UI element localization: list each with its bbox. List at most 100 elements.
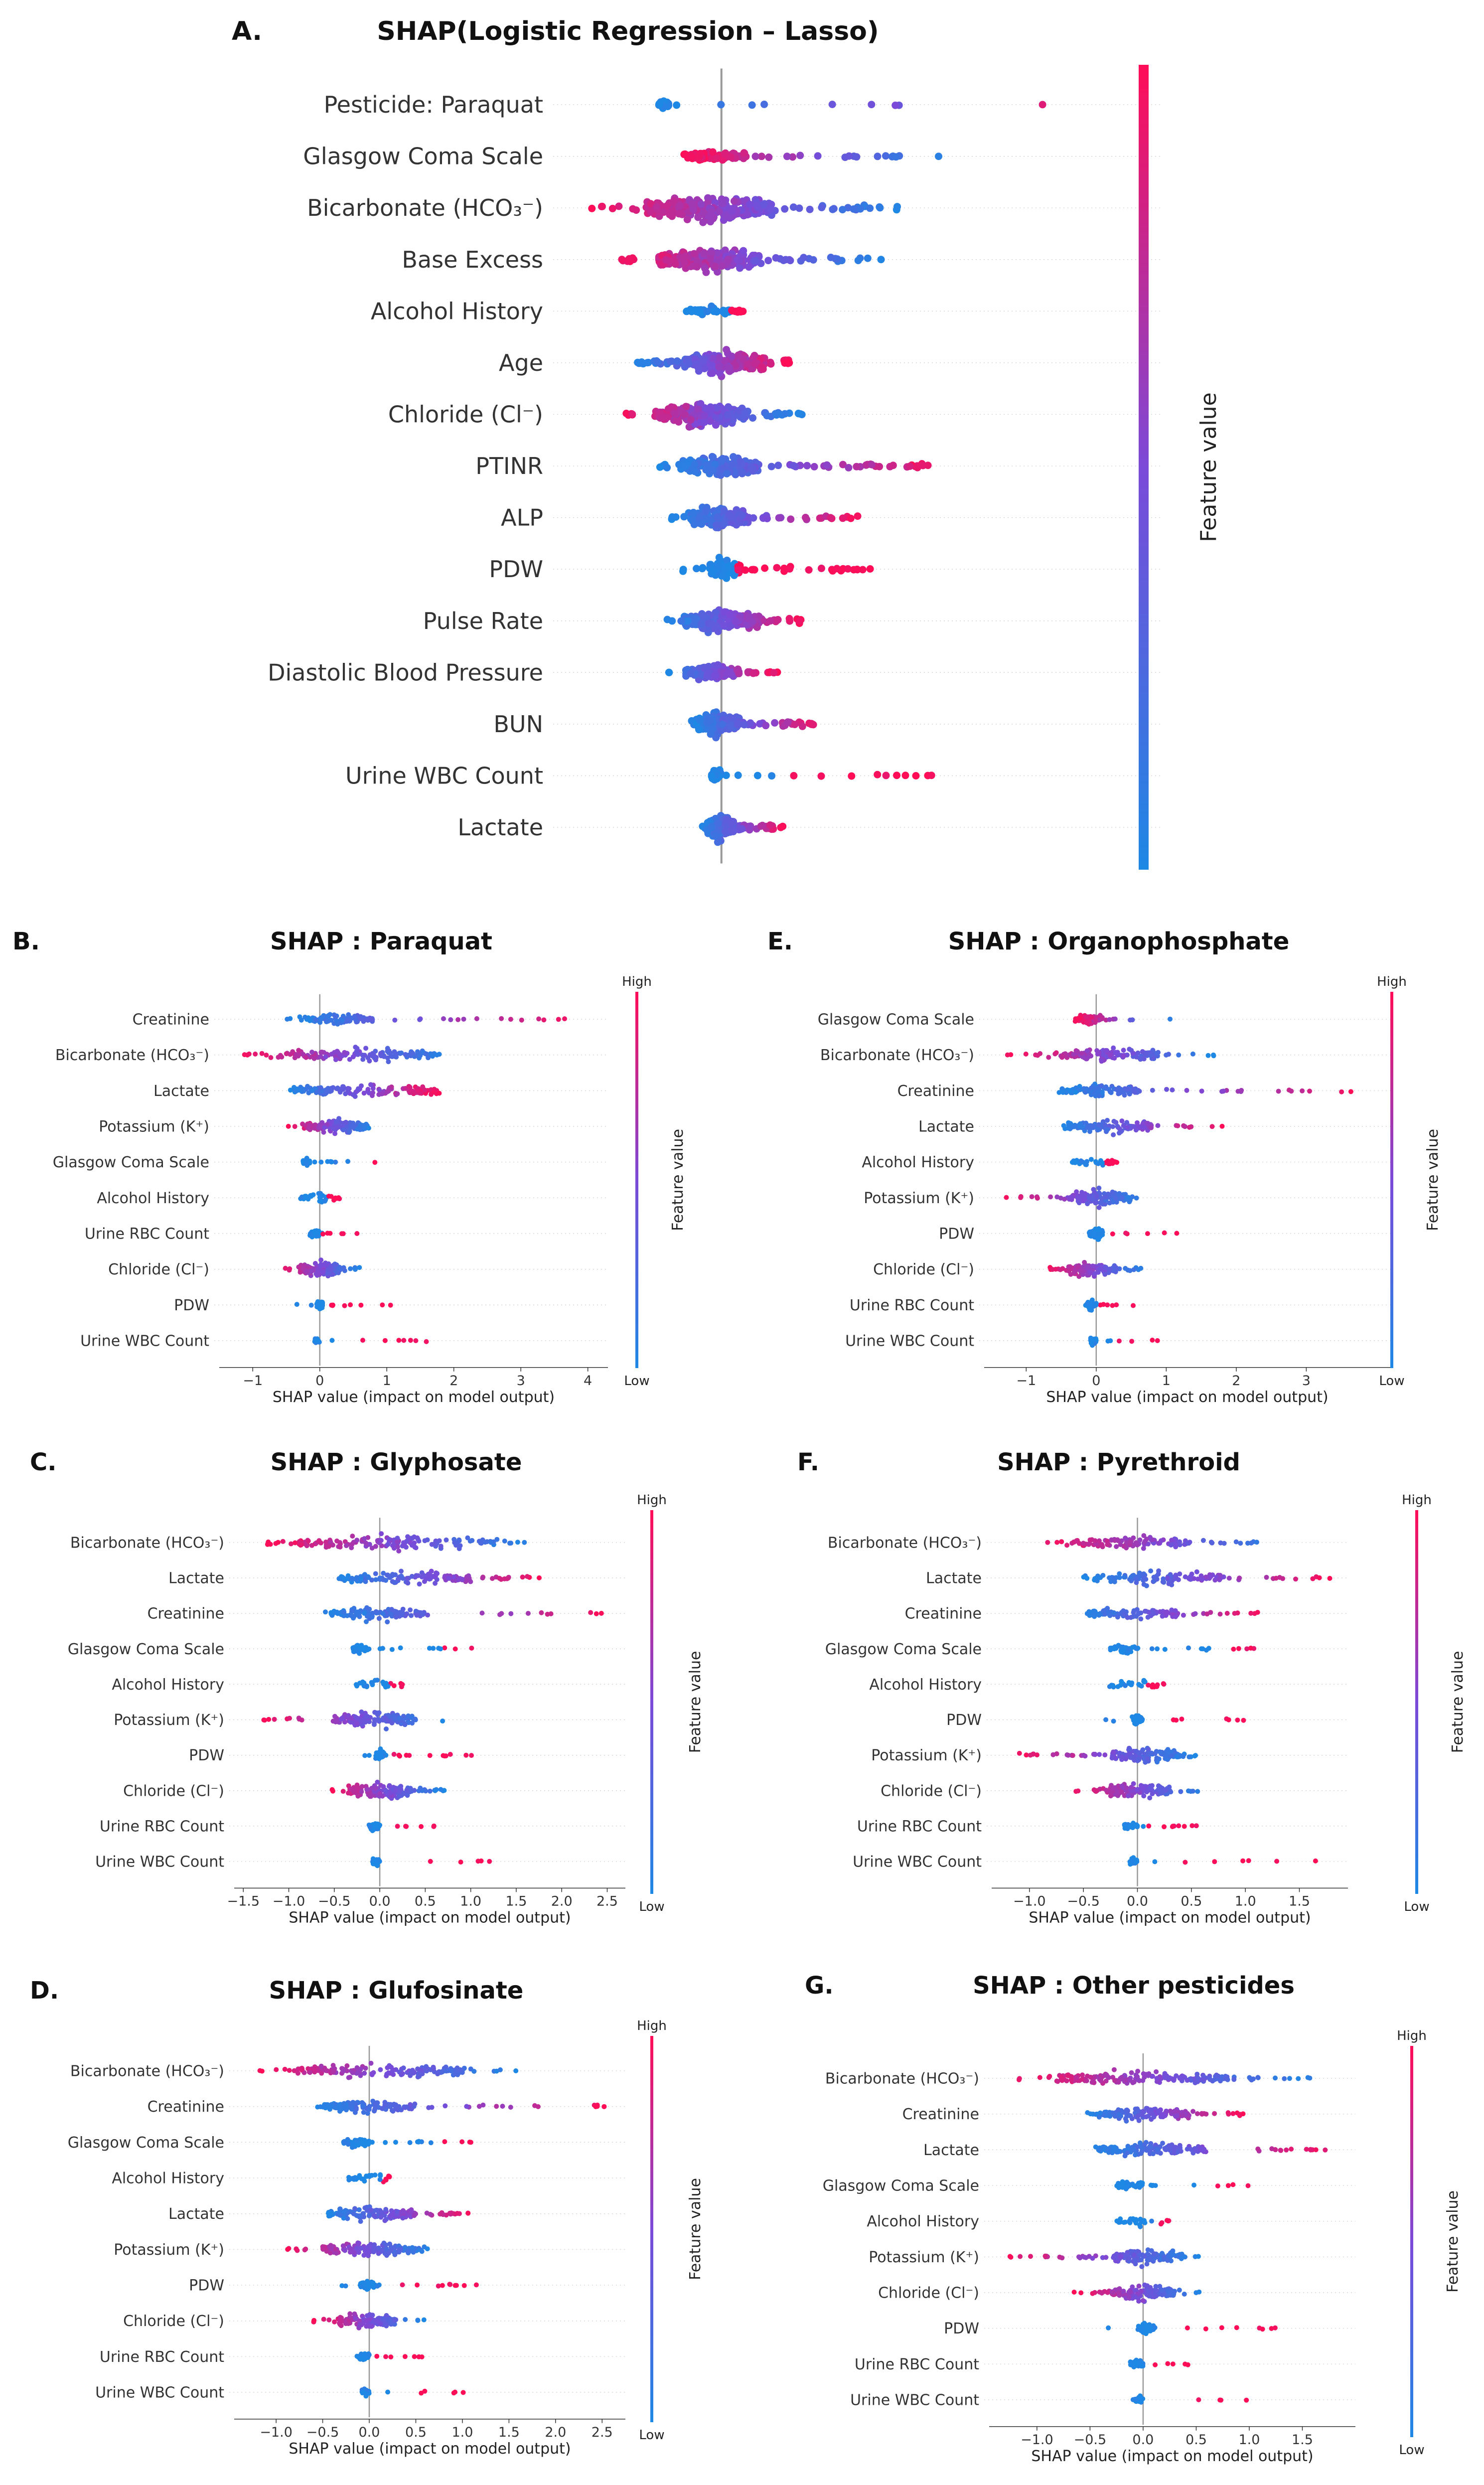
- shap-point: [336, 1195, 341, 1201]
- shap-point: [789, 462, 797, 469]
- shap-point: [1131, 1303, 1136, 1308]
- shap-point: [1067, 1122, 1073, 1127]
- shap-point: [706, 717, 714, 725]
- feature-label: Alcohol History: [371, 298, 543, 324]
- shap-point: [391, 1751, 397, 1757]
- shap-point: [409, 1613, 414, 1618]
- shap-point: [318, 1159, 324, 1165]
- shap-point: [700, 355, 708, 363]
- shap-point: [418, 1053, 423, 1058]
- shap-point: [1110, 1189, 1115, 1195]
- shap-point: [694, 213, 702, 221]
- shap-point: [1081, 1264, 1086, 1269]
- colorbar-high-label: High: [1377, 974, 1407, 989]
- shap-point: [744, 360, 751, 368]
- shap-point: [1046, 1055, 1051, 1060]
- shap-point: [764, 257, 772, 265]
- shap-point: [1023, 1051, 1029, 1057]
- shap-point: [753, 772, 761, 779]
- feature-label: Urine WBC Count: [80, 1333, 209, 1350]
- feature-label: Creatinine: [897, 1083, 974, 1100]
- shap-point: [1187, 1124, 1192, 1130]
- shap-point: [417, 1581, 422, 1587]
- shap-point: [304, 1156, 309, 1161]
- shap-point: [868, 101, 876, 109]
- shap-point: [1219, 1088, 1224, 1094]
- shap-point: [562, 1016, 567, 1022]
- shap-point: [721, 520, 728, 528]
- shap-point: [912, 772, 920, 779]
- shap-point: [1088, 1092, 1094, 1097]
- shap-point: [1092, 1271, 1098, 1276]
- shap-point: [782, 256, 790, 264]
- shap-point: [329, 1052, 334, 1057]
- shap-point: [1190, 1051, 1195, 1057]
- shap-point: [868, 461, 876, 468]
- shap-point: [1211, 1052, 1216, 1058]
- shap-point: [796, 152, 804, 159]
- shap-point: [1070, 1052, 1076, 1057]
- x-tick-label: 3: [1302, 1373, 1311, 1389]
- shap-point: [762, 722, 770, 730]
- shap-point: [332, 1713, 337, 1719]
- shap-point: [372, 1160, 378, 1165]
- shap-point: [1098, 1200, 1104, 1205]
- colorbar-label: Feature value: [669, 1129, 687, 1231]
- shap-point: [670, 197, 678, 205]
- shap-point: [408, 1607, 413, 1613]
- shap-point: [722, 827, 729, 835]
- shap-point: [409, 1089, 414, 1094]
- shap-point: [707, 405, 715, 413]
- shap-point: [1093, 1017, 1098, 1023]
- shap-point: [469, 1753, 474, 1758]
- shap-point: [1130, 1051, 1136, 1056]
- shap-point: [738, 511, 746, 519]
- shap-point: [1078, 1268, 1083, 1273]
- shap-point: [1072, 1159, 1078, 1164]
- shap-point: [319, 1088, 324, 1094]
- shap-point: [751, 359, 759, 367]
- shap-point: [745, 263, 753, 271]
- shap-point: [309, 1050, 314, 1055]
- shap-point: [431, 1089, 436, 1095]
- shap-point: [1127, 1199, 1132, 1205]
- shap-point: [845, 152, 853, 160]
- shap-point: [474, 1016, 479, 1021]
- shap-point: [1174, 1231, 1180, 1236]
- shap-point: [358, 1302, 364, 1308]
- shap-point: [1114, 1302, 1119, 1308]
- shap-point: [556, 1017, 561, 1022]
- shap-point: [370, 1051, 375, 1056]
- feature-label: Bicarbonate (HCO₃⁻): [70, 1535, 224, 1552]
- shap-point: [348, 1612, 354, 1618]
- shap-point: [422, 1087, 428, 1092]
- shap-point: [1092, 1231, 1098, 1236]
- shap-point: [379, 1754, 385, 1760]
- shap-point: [665, 668, 673, 676]
- shap-point: [1111, 1132, 1116, 1137]
- shap-point: [695, 153, 703, 161]
- shap-point: [408, 1338, 413, 1343]
- shap-point: [434, 1052, 440, 1058]
- feature-label: Chloride (Cl⁻): [123, 1782, 224, 1800]
- shap-point: [726, 364, 734, 372]
- shap-point: [866, 565, 874, 573]
- shap-point: [763, 412, 771, 420]
- feature-label: Urine WBC Count: [845, 1333, 974, 1350]
- shap-point: [809, 256, 817, 264]
- shap-point: [675, 202, 683, 210]
- shap-point: [376, 1616, 382, 1621]
- shap-point: [1116, 1338, 1122, 1344]
- shap-point: [1168, 1016, 1173, 1022]
- shap-point: [385, 1542, 391, 1547]
- shap-point: [728, 569, 736, 577]
- shap-point: [1057, 1267, 1063, 1272]
- chart-title: SHAP : Glyphosate: [271, 1448, 522, 1476]
- shap-point: [302, 1194, 307, 1199]
- shap-point: [285, 1016, 290, 1022]
- shap-point: [320, 1193, 325, 1198]
- shap-point: [787, 515, 795, 523]
- shap-point: [307, 1018, 312, 1023]
- shap-point: [1084, 1048, 1090, 1054]
- shap-point: [745, 200, 753, 208]
